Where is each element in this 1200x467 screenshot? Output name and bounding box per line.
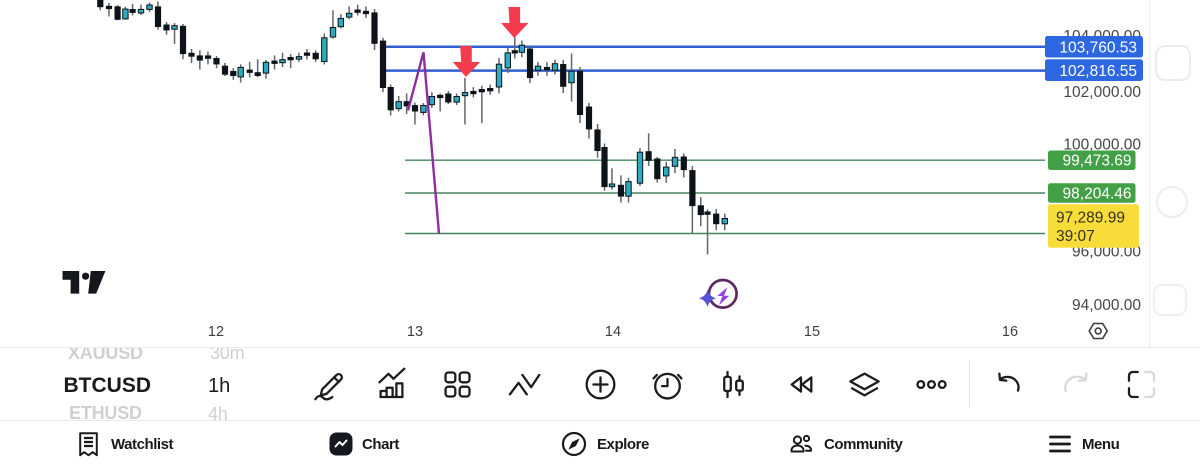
svg-text:39:07: 39:07 <box>1056 228 1095 245</box>
svg-text:12: 12 <box>208 324 224 340</box>
svg-text:16: 16 <box>1002 324 1018 340</box>
svg-text:98,204.46: 98,204.46 <box>1063 185 1132 202</box>
svg-text:94,000.00: 94,000.00 <box>1072 297 1141 314</box>
svg-text:97,289.99: 97,289.99 <box>1056 210 1125 227</box>
svg-text:100,000.00: 100,000.00 <box>1063 136 1141 153</box>
svg-text:15: 15 <box>804 324 820 340</box>
svg-text:13: 13 <box>407 324 423 340</box>
svg-text:14: 14 <box>605 324 621 340</box>
svg-text:102,000.00: 102,000.00 <box>1063 84 1141 101</box>
svg-text:103,760.53: 103,760.53 <box>1059 39 1137 56</box>
svg-text:99,473.69: 99,473.69 <box>1063 153 1132 170</box>
svg-text:102,816.55: 102,816.55 <box>1059 63 1137 80</box>
